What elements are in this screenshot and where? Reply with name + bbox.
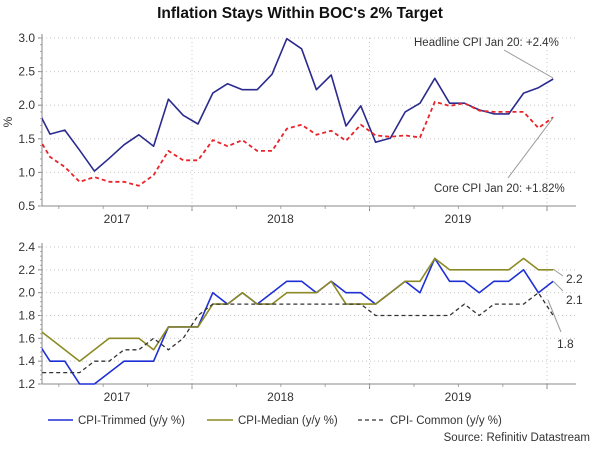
x-tick-label: 2019 bbox=[445, 390, 472, 404]
y-tick-label: 2.0 bbox=[18, 286, 35, 300]
series-line-cpi-median-y-y bbox=[42, 257, 554, 363]
median-end-label-leader bbox=[552, 268, 564, 277]
y-tick-label: 1.4 bbox=[18, 354, 35, 368]
trimmed-end-label-leader bbox=[552, 280, 564, 292]
y-tick-label: 1.6 bbox=[18, 331, 35, 345]
core-annotation-leader bbox=[507, 117, 554, 179]
y-tick-label: 1.5 bbox=[18, 132, 35, 146]
y-tick-label: 0.5 bbox=[18, 199, 35, 213]
median-end-label: 2.2 bbox=[566, 272, 583, 286]
y-tick-label: 2.5 bbox=[18, 65, 35, 79]
core-annotation: Core CPI Jan 20: +1.82% bbox=[434, 183, 565, 195]
common-end-label: 1.8 bbox=[557, 337, 574, 351]
y-tick-label: 2.2 bbox=[18, 263, 35, 277]
bottom-series bbox=[42, 257, 554, 385]
series-line-core-cpi bbox=[42, 100, 554, 187]
x-tick-label: 2018 bbox=[267, 212, 294, 226]
y-tick-label: 1.2 bbox=[18, 377, 35, 391]
top-axes: 0.5 1.0 1.5 2.0 2.5 3.0 2017 2018 2019 bbox=[18, 31, 576, 226]
legend-label-median: CPI-Median (y/y %) bbox=[238, 415, 338, 427]
top-gridlines bbox=[42, 37, 576, 206]
bottom-panel: 1.2 1.4 1.6 1.8 2.0 2.2 2.4 2017 2018 2019 2.2 2.… bbox=[18, 240, 583, 404]
top-series bbox=[42, 37, 554, 187]
y-tick-label: 1.0 bbox=[18, 165, 35, 179]
headline-annotation: Headline CPI Jan 20: +2.4% bbox=[414, 37, 559, 49]
top-y-axis-label: % bbox=[1, 116, 15, 127]
source-note: Source: Refinitiv Datastream bbox=[444, 432, 590, 444]
legend-item-trimmed: CPI-Trimmed (y/y %) bbox=[48, 415, 185, 427]
common-end-label-leader bbox=[547, 299, 562, 333]
legend-label-common: CPI- Common (y/y %) bbox=[390, 415, 502, 427]
x-tick-label: 2019 bbox=[445, 212, 472, 226]
y-tick-label: 3.0 bbox=[18, 31, 35, 45]
x-tick-label: 2017 bbox=[104, 390, 131, 404]
legend: CPI-Trimmed (y/y %) CPI-Median (y/y %) C… bbox=[48, 415, 502, 427]
headline-annotation-leader bbox=[503, 49, 554, 79]
legend-label-trimmed: CPI-Trimmed (y/y %) bbox=[78, 415, 185, 427]
top-panel: 0.5 1.0 1.5 2.0 2.5 3.0 2017 2018 2019 % Headlin… bbox=[1, 31, 576, 226]
bottom-axes: 1.2 1.4 1.6 1.8 2.0 2.2 2.4 2017 2018 2019 bbox=[18, 240, 576, 404]
trimmed-end-label: 2.1 bbox=[566, 293, 583, 307]
y-tick-label: 2.0 bbox=[18, 98, 35, 112]
series-line-cpi-trimmed-y-y bbox=[42, 257, 554, 385]
chart-title: Inflation Stays Within BOC's 2% Target bbox=[157, 5, 443, 22]
y-tick-label: 2.4 bbox=[18, 240, 35, 254]
series-line-cpi-common-y-y bbox=[42, 292, 554, 374]
x-tick-label: 2018 bbox=[267, 390, 294, 404]
x-tick-label: 2017 bbox=[104, 212, 131, 226]
y-tick-label: 1.8 bbox=[18, 309, 35, 323]
legend-item-common: CPI- Common (y/y %) bbox=[358, 415, 502, 427]
legend-item-median: CPI-Median (y/y %) bbox=[207, 415, 338, 427]
